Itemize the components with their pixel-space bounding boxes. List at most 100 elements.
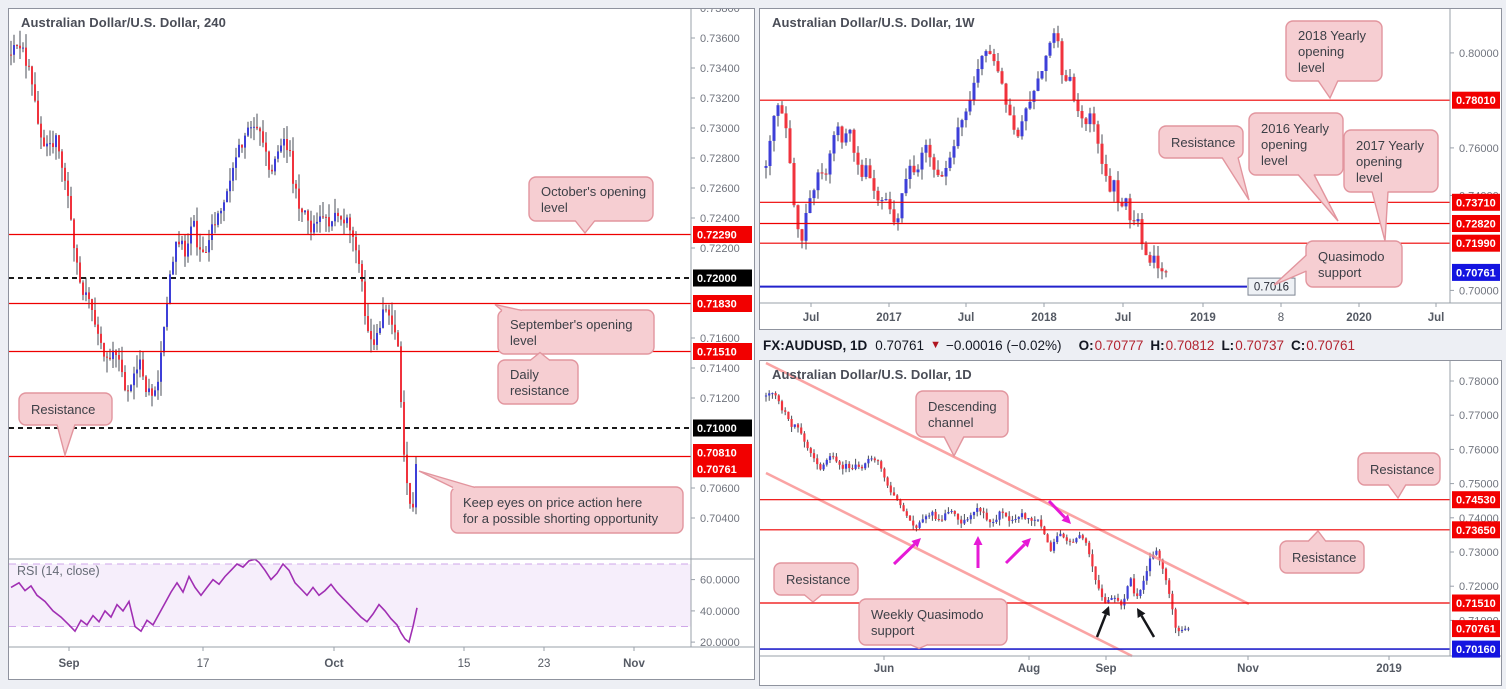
chart-canvas-daily[interactable]: 0.780000.770000.760000.750000.740000.730…: [760, 361, 1501, 685]
callout-resistance[interactable]: Resistance: [1158, 125, 1250, 201]
bullish-reaction-arrow-2[interactable]: [973, 536, 983, 568]
svg-text:0.72200: 0.72200: [700, 243, 740, 255]
bullish-reaction-arrow-1[interactable]: [892, 538, 921, 566]
descending-channel-line[interactable]: [765, 471, 1133, 658]
candlesticks: [764, 25, 1168, 280]
svg-text:October's opening: October's opening: [541, 184, 646, 199]
svg-text:2019: 2019: [1190, 312, 1216, 324]
svg-text:2020: 2020: [1346, 312, 1372, 324]
price-scale[interactable]: 0.800000.760000.740000.700000.780100.737…: [1450, 48, 1500, 298]
callout-resistance-right[interactable]: Resistance: [1357, 452, 1441, 500]
svg-text:0.71510: 0.71510: [1456, 598, 1496, 610]
bearish-reaction-arrow[interactable]: [1047, 499, 1071, 524]
svg-text:Quasimodo: Quasimodo: [1318, 249, 1384, 264]
quote-close-label: C:: [1291, 337, 1306, 353]
chart-canvas-4h[interactable]: RSI (14, close)0.738000.736000.734000.73…: [9, 9, 754, 679]
price-tag: 0.73710: [1452, 193, 1500, 211]
double-bottom-arrow-1[interactable]: [1095, 606, 1110, 638]
svg-text:0.74530: 0.74530: [1456, 495, 1496, 507]
svg-text:Resistance: Resistance: [786, 572, 850, 587]
chart-panel-4h[interactable]: Australian Dollar/U.S. Dollar, 240 RSI (…: [8, 8, 755, 680]
quote-change: −0.00016 (−0.02%): [945, 337, 1062, 353]
svg-text:0.72000: 0.72000: [697, 273, 737, 285]
price-tag: 0.73650: [1452, 521, 1500, 539]
svg-text:8: 8: [1278, 312, 1284, 324]
svg-text:support: support: [1318, 265, 1362, 280]
double-bottom-arrow-2[interactable]: [1137, 608, 1156, 638]
quote-close-value: 0.70761: [1306, 337, 1356, 353]
time-scale[interactable]: Jun Aug Sep Nov 2019: [874, 656, 1402, 675]
quote-high-value: 0.70812: [1165, 337, 1215, 353]
svg-text:2016 Yearly: 2016 Yearly: [1261, 121, 1329, 136]
price-tag: 0.70810: [693, 444, 752, 461]
svg-text:Resistance: Resistance: [31, 402, 95, 417]
svg-text:level: level: [510, 333, 537, 348]
descending-channel-line[interactable]: [765, 361, 1250, 606]
price-down-arrow-icon: ▼: [930, 338, 941, 351]
quote-low-label: L:: [1221, 337, 1235, 353]
callout-resistance-mid[interactable]: Resistance: [1279, 529, 1365, 574]
svg-text:23: 23: [538, 658, 551, 670]
svg-text:Nov: Nov: [1237, 663, 1259, 675]
time-scale[interactable]: Sep 17 Oct 15 23 Nov: [58, 647, 645, 670]
svg-text:channel: channel: [928, 415, 974, 430]
svg-text:support: support: [871, 623, 915, 638]
svg-text:17: 17: [197, 658, 210, 670]
callout-resistance-left[interactable]: Resistance: [773, 562, 859, 603]
svg-text:0.77000: 0.77000: [1459, 410, 1499, 422]
svg-text:0.73710: 0.73710: [1456, 197, 1496, 209]
svg-text:0.73200: 0.73200: [700, 93, 740, 105]
price-scale[interactable]: 0.73800 0.73600 0.73400 0.73200 0.73000 0.728…: [691, 9, 752, 649]
chart-panel-daily[interactable]: Australian Dollar/U.S. Dollar, 1D 0.7800…: [759, 360, 1502, 686]
svg-text:0.70000: 0.70000: [1459, 285, 1499, 297]
svg-text:0.71830: 0.71830: [697, 299, 737, 311]
svg-text:0.70810: 0.70810: [697, 448, 737, 460]
svg-text:20.0000: 20.0000: [700, 637, 740, 649]
price-tag: 0.70160: [1452, 640, 1500, 658]
chart-panel-weekly[interactable]: Australian Dollar/U.S. Dollar, 1W 0.7016…: [759, 8, 1502, 330]
bullish-reaction-arrow-3[interactable]: [1004, 538, 1031, 565]
quote-high-label: H:: [1150, 337, 1165, 353]
svg-text:Resistance: Resistance: [1292, 550, 1356, 565]
svg-text:Sep: Sep: [58, 658, 79, 670]
svg-text:0.70761: 0.70761: [697, 464, 737, 476]
svg-text:opening: opening: [1298, 44, 1344, 59]
chart-canvas-weekly[interactable]: 0.70160.800000.760000.740000.700000.7801…: [760, 9, 1501, 329]
svg-text:Jul: Jul: [958, 312, 975, 324]
svg-text:2018 Yearly: 2018 Yearly: [1298, 28, 1366, 43]
svg-text:2019: 2019: [1376, 663, 1402, 675]
candlesticks: [764, 390, 1190, 637]
callout-resistance[interactable]: Resistance: [18, 392, 113, 458]
price-tag: 0.70761: [1452, 263, 1500, 281]
price-scale[interactable]: 0.780000.770000.760000.750000.740000.730…: [1450, 376, 1500, 658]
svg-text:level: level: [1356, 170, 1383, 185]
rsi-line[interactable]: [10, 558, 418, 644]
svg-text:Descending: Descending: [928, 399, 997, 414]
svg-text:opening: opening: [1356, 154, 1402, 169]
svg-text:level: level: [541, 200, 568, 215]
rsi-band: [9, 563, 691, 627]
svg-text:60.0000: 60.0000: [700, 575, 740, 587]
svg-text:0.72820: 0.72820: [1456, 219, 1496, 231]
svg-text:Jul: Jul: [803, 312, 820, 324]
quote-symbol[interactable]: FX:AUDUSD, 1D: [763, 337, 868, 353]
chart-title-4h: Australian Dollar/U.S. Dollar, 240: [21, 15, 226, 30]
svg-text:0.70761: 0.70761: [1456, 267, 1496, 279]
svg-text:0.72000: 0.72000: [1459, 581, 1499, 593]
svg-text:0.71400: 0.71400: [700, 363, 740, 375]
price-tag: 0.71830: [693, 295, 752, 312]
time-scale[interactable]: Jul 2017 Jul 2018 Jul 2019 8 2020 Jul: [803, 303, 1445, 324]
svg-text:Daily: Daily: [510, 367, 539, 382]
svg-text:0.78000: 0.78000: [1459, 376, 1499, 388]
price-tag: 0.72820: [1452, 215, 1500, 232]
